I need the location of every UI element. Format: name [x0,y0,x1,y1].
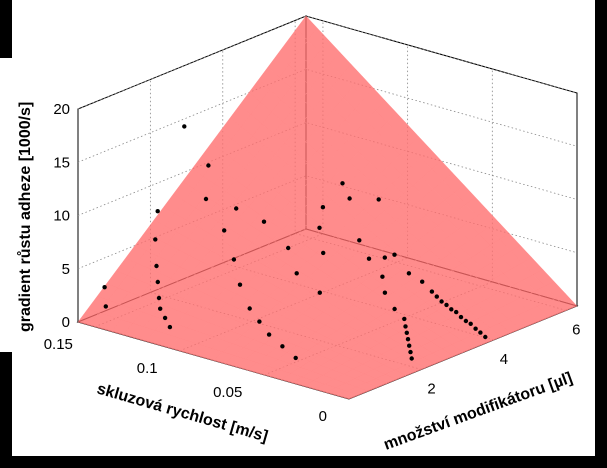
y-tick-label: 4 [500,351,508,368]
data-point [407,343,412,348]
surface-patch [296,15,318,41]
data-point [376,197,381,202]
data-point [404,330,409,335]
y-tick-label: 2 [427,381,435,398]
data-point [408,349,413,355]
data-point [203,196,209,202]
data-point [478,330,483,335]
data-point [454,309,459,315]
z-tick-label: 10 [53,208,70,225]
data-point [237,282,243,287]
data-point [340,181,345,186]
data-point [182,124,187,129]
data-point [429,289,435,294]
y-axis-label: množství modifikátoru [µl] [382,370,575,454]
data-point [317,225,322,230]
z-tick-label: 5 [62,261,70,278]
data-point [409,356,414,361]
data-point [321,250,326,256]
x-tick-label: 0.1 [137,360,158,377]
data-point [206,163,211,168]
data-point [222,228,227,233]
data-point [434,294,439,299]
data-point [156,295,162,301]
data-point [380,274,385,279]
data-point [102,285,107,290]
data-point [247,306,252,311]
data-point [468,321,473,326]
data-point [392,306,397,312]
data-point [406,271,412,276]
data-point [483,334,488,340]
data-point [357,238,362,243]
data-point [155,209,160,214]
data-point [234,206,239,211]
data-point [162,315,168,321]
y-tick-label: 6 [572,321,580,338]
data-point [366,256,372,261]
data-point [261,219,267,224]
data-point [405,337,411,342]
data-point [158,306,163,311]
z-tick-label: 20 [53,101,70,118]
data-point [286,245,291,251]
data-point [231,257,237,262]
data-point [153,237,158,242]
data-point [280,344,285,349]
data-point [420,279,425,284]
z-tick-label: 0 [62,314,70,331]
data-point [317,290,322,295]
bottom-tab [222,460,254,468]
data-point [402,316,407,322]
data-point [154,263,159,269]
grid-line-x [264,68,493,376]
z-tick-label: 15 [53,154,70,171]
data-point [320,205,326,210]
data-point [458,314,464,320]
data-point [347,196,352,201]
right-crop-bar [595,0,607,468]
tick-labels: 0 0.05 0.1 0.15 2 4 6 0 5 10 15 20 [44,101,581,425]
data-point [257,319,262,324]
z-axis-label: gradient růstu adheze [1000/s] [17,102,34,332]
data-point [294,271,299,276]
data-points [102,124,488,361]
left-crop-bar [0,0,12,58]
x-tick-label: 0.15 [44,336,73,353]
fitted-surface [77,15,578,400]
data-point [266,332,272,337]
data-point [103,304,109,309]
data-point [293,355,298,361]
data-point [444,302,449,308]
bottom-crop-bar [0,456,607,468]
left-crop-bar-bottom [0,352,12,468]
data-point [155,279,160,285]
data-point [167,324,173,330]
data-point [392,252,397,257]
data-point [382,255,387,260]
x-tick-label: 0 [319,408,327,425]
grid-line-x [179,44,409,352]
data-point [382,290,388,295]
x-axis-label: skluzová rychlost [m/s] [95,381,270,446]
data-point [439,299,444,304]
x-tick-label: 0.05 [213,384,242,401]
data-point [463,318,469,324]
data-point [473,326,478,331]
data-point [449,307,454,312]
data-point [403,324,408,329]
